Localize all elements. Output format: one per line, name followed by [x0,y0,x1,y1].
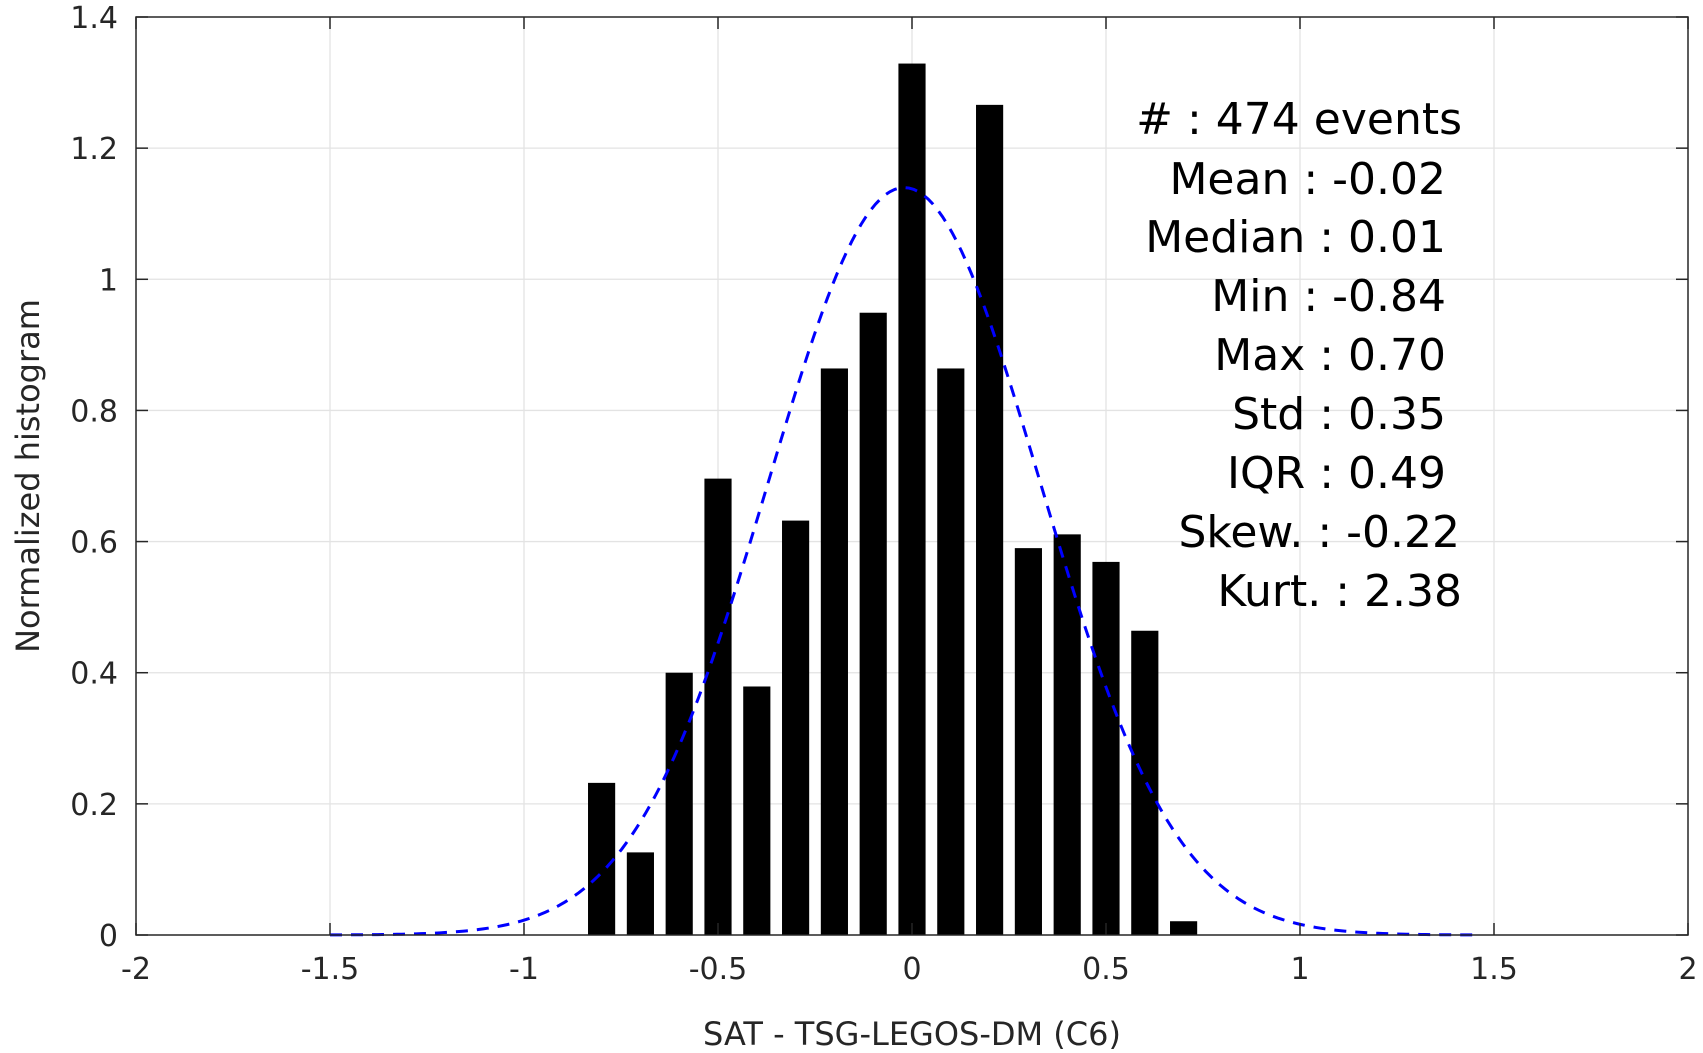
histogram-bar [588,782,616,935]
y-tick-label: 1.2 [70,132,118,167]
x-axis-label: SAT - TSG-LEGOS-DM (C6) [703,1015,1121,1053]
stat-skew: Skew. : -0.22 [1179,507,1461,558]
x-tick-label: -1.5 [301,952,360,987]
histogram-bar [704,478,732,935]
histogram-bar [1053,534,1081,935]
histogram-bar [626,852,654,935]
y-tick-label: 0.2 [70,788,118,823]
stat-events: # : 474 events [1136,94,1462,145]
stat-min: Min : -0.84 [1211,271,1446,322]
stat-median: Median : 0.01 [1145,212,1446,263]
histogram-bar [859,312,887,935]
y-tick-label: 1 [99,263,118,298]
histogram-bar [782,520,810,935]
y-tick-label: 0.4 [70,657,118,692]
histogram-bar [743,686,771,935]
y-tick-label: 0 [99,919,118,954]
histogram-bar [1092,561,1120,935]
statistics-annotation: # : 474 events Mean : -0.02 Median : 0.0… [1136,94,1462,617]
x-tick-label: -2 [121,952,151,987]
histogram-bar [1131,630,1159,935]
y-tick-label: 1.4 [70,1,118,36]
stat-max: Max : 0.70 [1214,330,1446,381]
y-tick-label: 0.6 [70,526,118,561]
histogram-bar [1014,548,1042,935]
histogram-bar [898,63,926,935]
stat-kurt: Kurt. : 2.38 [1217,566,1462,617]
x-tick-label: 0 [902,952,921,987]
tick-labels: -2 -1.5 -1 -0.5 0 0.5 1 1.5 2 0 0.2 0.4 0.6 0.8 1 1.2 1.… [70,1,1697,987]
x-tick-label: 0.5 [1082,952,1130,987]
stat-iqr: IQR : 0.49 [1227,448,1446,499]
x-tick-label: 2 [1678,952,1697,987]
x-tick-label: 1 [1290,952,1309,987]
histogram-bar [665,672,693,935]
histogram-bars [588,63,1198,935]
x-tick-label: -0.5 [689,952,748,987]
x-tick-label: 1.5 [1470,952,1518,987]
y-axis-label: Normalized histogram [9,299,47,653]
histogram-bar [976,104,1004,935]
y-tick-label: 0.8 [70,394,118,429]
histogram-bar [937,368,965,935]
histogram-bar [1170,921,1198,935]
histogram-bar [820,368,848,935]
x-tick-label: -1 [509,952,539,987]
axis-ticks [135,16,1689,936]
stat-std: Std : 0.35 [1232,389,1446,440]
stat-mean: Mean : -0.02 [1169,154,1446,205]
normal-fit-curve [329,186,1479,937]
